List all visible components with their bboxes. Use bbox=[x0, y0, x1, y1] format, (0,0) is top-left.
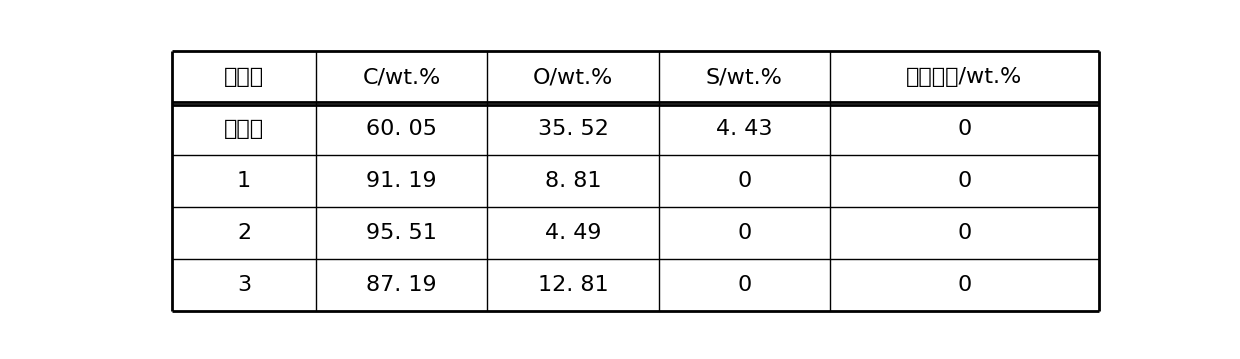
Text: 0: 0 bbox=[957, 223, 971, 243]
Text: 60. 05: 60. 05 bbox=[366, 119, 436, 139]
Text: 0: 0 bbox=[738, 171, 751, 191]
Text: 4. 43: 4. 43 bbox=[717, 119, 773, 139]
Text: 其他元素/wt.%: 其他元素/wt.% bbox=[906, 67, 1023, 87]
Text: O/wt.%: O/wt.% bbox=[533, 67, 613, 87]
Text: S/wt.%: S/wt.% bbox=[706, 67, 782, 87]
Text: 0: 0 bbox=[957, 171, 971, 191]
Text: 1: 1 bbox=[237, 171, 252, 191]
Text: 对照组: 对照组 bbox=[224, 119, 264, 139]
Text: 35. 52: 35. 52 bbox=[537, 119, 609, 139]
Text: 实施例: 实施例 bbox=[224, 67, 264, 87]
Text: 12. 81: 12. 81 bbox=[538, 275, 609, 295]
Text: 4. 49: 4. 49 bbox=[544, 223, 601, 243]
Text: 87. 19: 87. 19 bbox=[366, 275, 436, 295]
Text: 91. 19: 91. 19 bbox=[366, 171, 436, 191]
Text: 0: 0 bbox=[957, 119, 971, 139]
Text: 0: 0 bbox=[738, 275, 751, 295]
Text: 3: 3 bbox=[237, 275, 252, 295]
Text: 8. 81: 8. 81 bbox=[544, 171, 601, 191]
Text: 0: 0 bbox=[957, 275, 971, 295]
Text: C/wt.%: C/wt.% bbox=[362, 67, 440, 87]
Text: 2: 2 bbox=[237, 223, 252, 243]
Text: 95. 51: 95. 51 bbox=[366, 223, 436, 243]
Text: 0: 0 bbox=[738, 223, 751, 243]
